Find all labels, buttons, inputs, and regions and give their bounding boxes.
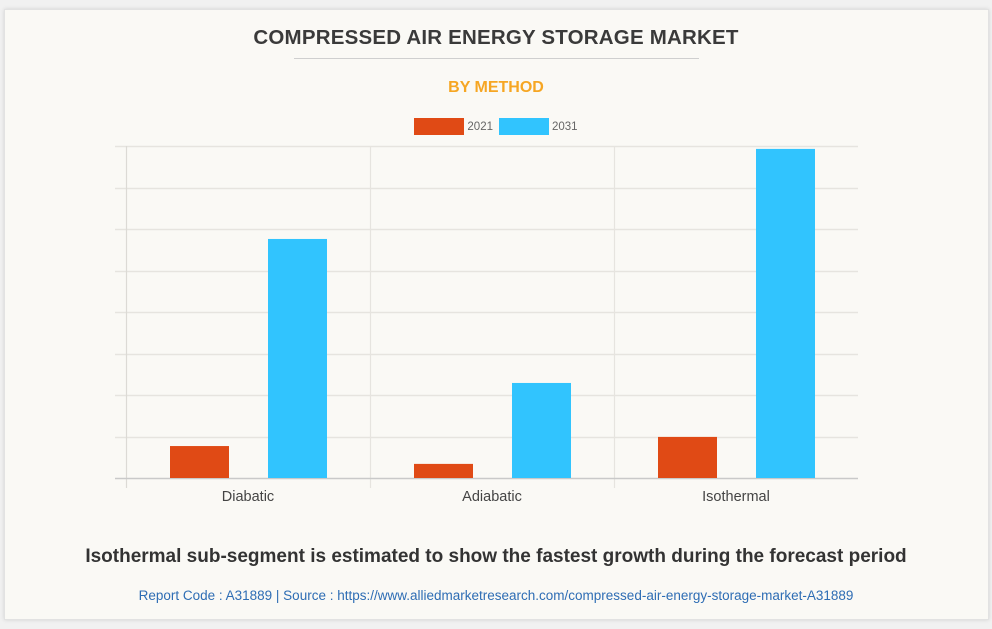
- bar-adiabatic-2031: [512, 382, 571, 478]
- bar-diabatic-2021: [170, 446, 229, 478]
- bars: [170, 148, 815, 478]
- legend-swatch-2031: [499, 118, 549, 135]
- title-divider: [294, 58, 699, 59]
- bar-isothermal-2031: [756, 148, 815, 478]
- bar-isothermal-2021: [658, 436, 717, 478]
- legend: 2021 2031: [0, 118, 992, 135]
- gridlines: [115, 145, 858, 488]
- chart-subtitle: BY METHOD: [448, 79, 544, 96]
- legend-swatch-2021: [414, 118, 465, 135]
- bar-diabatic-2031: [268, 238, 327, 478]
- legend-label-2021: 2021: [467, 120, 493, 133]
- legend-item-2021[interactable]: 2021: [414, 118, 493, 135]
- x-axis-labels: Diabatic Adiabatic Isothermal: [222, 489, 770, 505]
- x-label-isothermal: Isothermal: [702, 489, 770, 505]
- footer-note: Isothermal sub-segment is estimated to s…: [85, 546, 907, 567]
- x-label-adiabatic: Adiabatic: [462, 489, 522, 505]
- x-label-diabatic: Diabatic: [222, 489, 274, 505]
- legend-label-2031: 2031: [552, 120, 578, 133]
- source-line[interactable]: Report Code : A31889 | Source : https://…: [138, 588, 854, 603]
- bar-adiabatic-2021: [414, 463, 473, 478]
- chart-title: COMPRESSED AIR ENERGY STORAGE MARKET: [253, 26, 739, 49]
- legend-item-2031[interactable]: 2031: [499, 118, 578, 135]
- chart-card: [4, 9, 989, 620]
